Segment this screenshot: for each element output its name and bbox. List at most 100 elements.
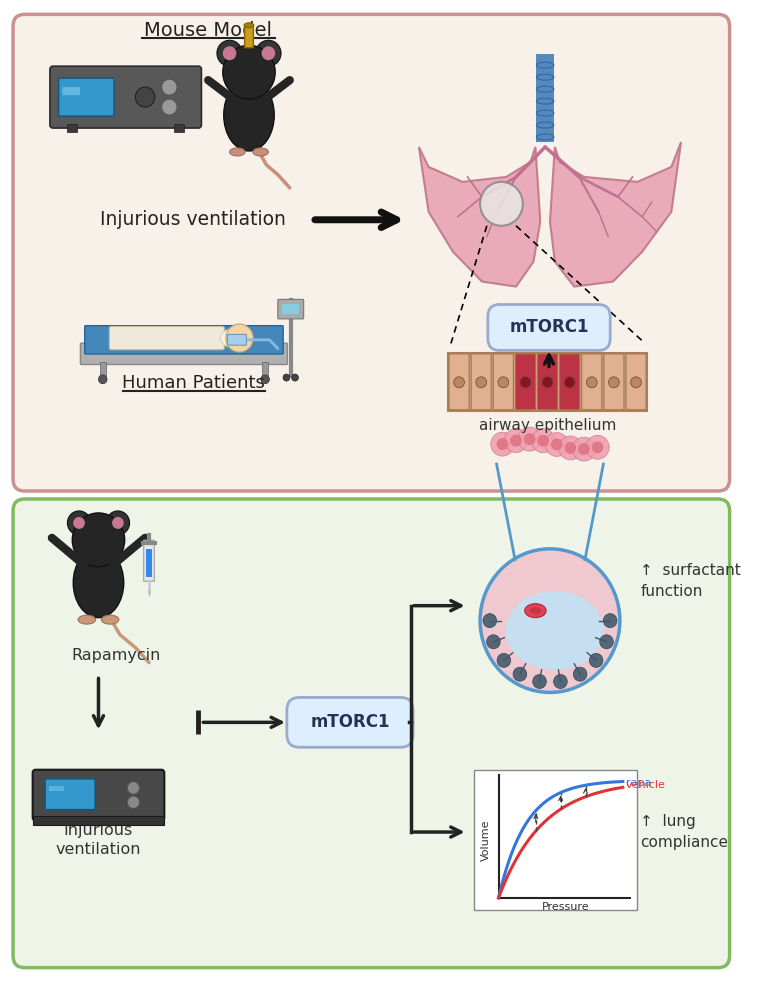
Text: airway epithelium: airway epithelium (479, 418, 617, 433)
Circle shape (532, 429, 555, 452)
FancyBboxPatch shape (33, 770, 164, 820)
Bar (262, 362, 268, 380)
Ellipse shape (536, 75, 554, 80)
Circle shape (454, 377, 465, 387)
Circle shape (631, 377, 642, 387)
Ellipse shape (244, 23, 254, 27)
Circle shape (554, 675, 567, 689)
FancyBboxPatch shape (287, 697, 413, 748)
Circle shape (112, 517, 124, 529)
Circle shape (586, 436, 609, 459)
Bar (100, 362, 105, 380)
Bar (448, 353, 647, 411)
Circle shape (226, 324, 253, 352)
Circle shape (497, 653, 510, 667)
Circle shape (283, 374, 290, 381)
Circle shape (551, 439, 562, 450)
FancyBboxPatch shape (471, 354, 491, 410)
Circle shape (565, 377, 575, 387)
Ellipse shape (224, 79, 274, 151)
FancyBboxPatch shape (537, 354, 558, 410)
Circle shape (487, 635, 501, 648)
FancyBboxPatch shape (13, 15, 729, 491)
Ellipse shape (506, 592, 604, 670)
Circle shape (545, 433, 568, 456)
Circle shape (223, 45, 275, 99)
FancyBboxPatch shape (559, 354, 580, 410)
Circle shape (483, 614, 497, 628)
Text: vehicle: vehicle (626, 780, 665, 791)
FancyBboxPatch shape (80, 343, 288, 365)
Ellipse shape (73, 547, 124, 618)
Circle shape (162, 99, 177, 115)
Ellipse shape (536, 134, 554, 140)
Bar (475, 770, 637, 909)
Polygon shape (419, 147, 540, 286)
Circle shape (135, 87, 155, 107)
FancyBboxPatch shape (143, 541, 154, 581)
Circle shape (510, 435, 522, 446)
FancyBboxPatch shape (278, 299, 304, 319)
Text: mTORC1: mTORC1 (311, 713, 390, 732)
Circle shape (520, 377, 531, 387)
Text: Mouse Model: Mouse Model (144, 21, 272, 40)
Text: rapa: rapa (626, 779, 651, 789)
Circle shape (565, 441, 576, 454)
Bar (146, 548, 153, 577)
Ellipse shape (536, 86, 554, 92)
Circle shape (72, 513, 124, 567)
FancyBboxPatch shape (59, 78, 114, 116)
Circle shape (67, 511, 91, 535)
Bar (282, 304, 299, 314)
Circle shape (223, 46, 237, 60)
Circle shape (587, 377, 597, 387)
FancyBboxPatch shape (45, 779, 95, 809)
Circle shape (162, 79, 177, 95)
Text: Injurious ventilation: Injurious ventilation (100, 210, 285, 230)
FancyBboxPatch shape (449, 354, 469, 410)
FancyBboxPatch shape (515, 354, 536, 410)
Bar (174, 124, 184, 132)
Bar (33, 816, 164, 825)
Ellipse shape (530, 607, 541, 614)
Ellipse shape (221, 329, 250, 347)
Circle shape (609, 377, 620, 387)
Circle shape (217, 40, 242, 66)
Circle shape (513, 667, 526, 681)
FancyBboxPatch shape (493, 354, 513, 410)
Ellipse shape (230, 148, 245, 156)
Bar (49, 786, 64, 791)
Circle shape (491, 433, 514, 456)
Text: Pressure: Pressure (542, 902, 589, 911)
Circle shape (497, 439, 508, 450)
Circle shape (537, 435, 549, 446)
FancyBboxPatch shape (13, 499, 729, 967)
Ellipse shape (525, 603, 546, 618)
Circle shape (261, 375, 269, 384)
Bar (67, 124, 77, 132)
Text: Injurious
ventilation: Injurious ventilation (56, 823, 141, 857)
Circle shape (127, 796, 140, 808)
Text: ↑  surfactant
function: ↑ surfactant function (640, 563, 741, 598)
Circle shape (533, 675, 546, 689)
FancyBboxPatch shape (488, 304, 610, 350)
Ellipse shape (101, 615, 119, 624)
Text: Rapamycin: Rapamycin (71, 648, 161, 663)
Circle shape (604, 614, 617, 628)
Text: mTORC1: mTORC1 (509, 319, 589, 336)
Circle shape (542, 377, 553, 387)
Ellipse shape (253, 148, 269, 156)
Circle shape (291, 374, 298, 381)
Circle shape (262, 46, 275, 60)
Ellipse shape (536, 98, 554, 104)
Text: Volume: Volume (481, 819, 491, 860)
Circle shape (476, 377, 487, 387)
FancyBboxPatch shape (604, 354, 624, 410)
Ellipse shape (78, 615, 95, 624)
FancyBboxPatch shape (581, 354, 602, 410)
FancyBboxPatch shape (63, 87, 80, 95)
Circle shape (592, 441, 604, 453)
Ellipse shape (536, 122, 554, 129)
Circle shape (559, 436, 582, 460)
Bar (536, 54, 554, 142)
